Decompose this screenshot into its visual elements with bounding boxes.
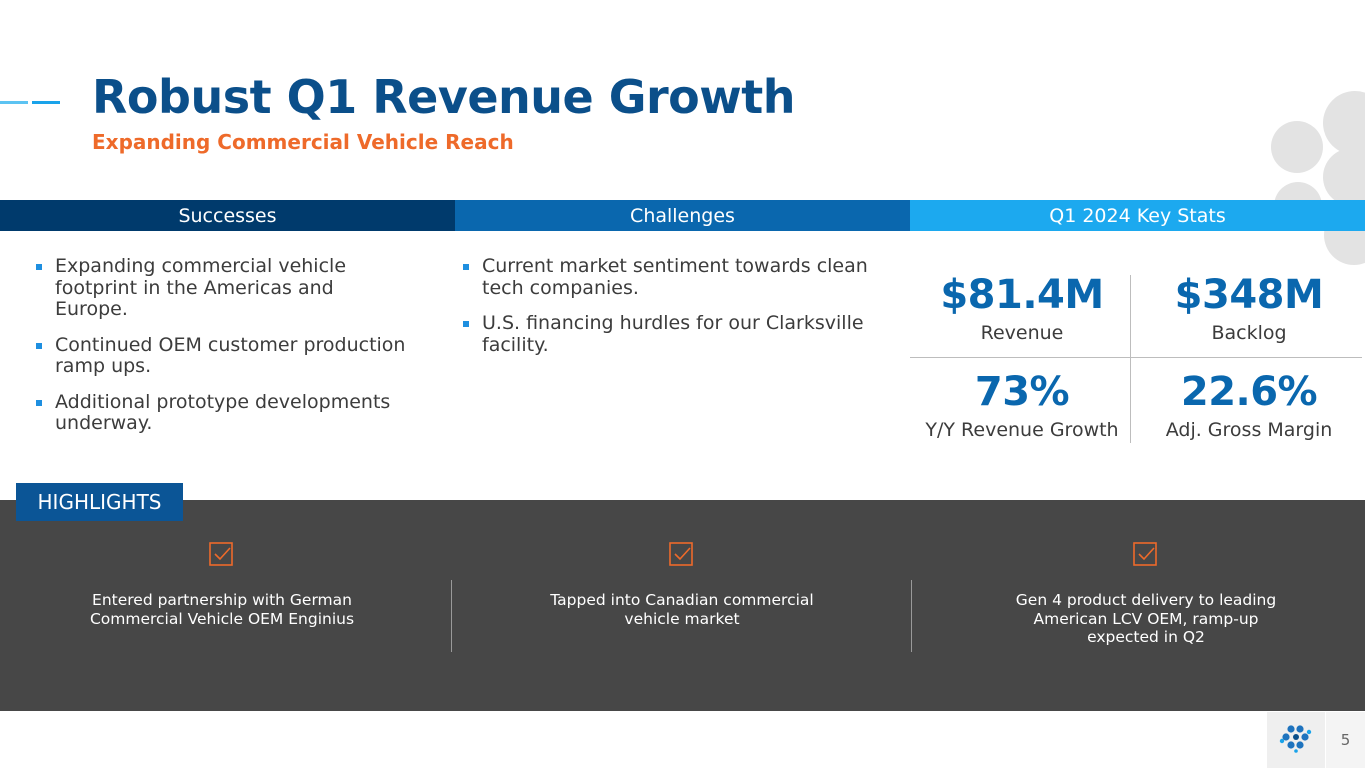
decorative-circle	[1323, 148, 1365, 206]
stat-value: 73%	[974, 369, 1070, 415]
successes-list: Expanding commercial vehicle footprint i…	[36, 255, 406, 449]
highlight-item: Gen 4 product delivery to leading Americ…	[996, 540, 1296, 647]
highlight-text: Tapped into Canadian commercial vehicle …	[550, 591, 814, 628]
challenges-item-text: U.S. financing hurdles for our Clarksvil…	[482, 312, 864, 356]
company-logo	[1267, 712, 1325, 768]
highlight-divider	[911, 580, 912, 652]
stat-label: Adj. Gross Margin	[1165, 419, 1333, 441]
stat-label: Revenue	[980, 322, 1064, 344]
stat-value: 22.6%	[1180, 369, 1318, 415]
stat-backlog: $348M Backlog	[1133, 272, 1365, 345]
stat-label: Y/Y Revenue Growth	[925, 419, 1119, 441]
list-item: Additional prototype developments underw…	[36, 390, 406, 435]
bullet-square-icon	[463, 264, 469, 270]
challenges-header: Challenges	[455, 200, 910, 231]
page-title: Robust Q1 Revenue Growth	[92, 70, 796, 124]
highlight-item: Tapped into Canadian commercial vehicle …	[532, 540, 832, 628]
key-stats-header: Q1 2024 Key Stats	[910, 200, 1365, 231]
successes-item-text: Expanding commercial vehicle footprint i…	[55, 255, 347, 320]
highlight-item: Entered partnership with German Commerci…	[72, 540, 372, 628]
highlights-band	[0, 500, 1365, 711]
bullet-square-icon	[463, 321, 469, 327]
successes-header: Successes	[0, 200, 455, 231]
stat-revenue: $81.4M Revenue	[912, 272, 1132, 345]
highlights-tag: HIGHLIGHTS	[16, 483, 183, 521]
list-item: Expanding commercial vehicle footprint i…	[36, 255, 406, 321]
highlight-text: Entered partnership with German Commerci…	[89, 591, 355, 628]
stats-divider-vertical	[1130, 275, 1131, 443]
page-number: 5	[1326, 712, 1365, 768]
logo-dots-icon	[1279, 725, 1312, 753]
stat-value: $81.4M	[940, 272, 1104, 318]
challenges-item-text: Current market sentiment towards clean t…	[482, 255, 868, 299]
check-box-icon	[209, 542, 233, 566]
check-box-icon	[669, 542, 693, 566]
stat-gross-margin: 22.6% Adj. Gross Margin	[1133, 369, 1365, 442]
list-item: U.S. financing hurdles for our Clarksvil…	[463, 312, 883, 356]
page-subtitle: Expanding Commercial Vehicle Reach	[92, 130, 514, 154]
list-item: Continued OEM customer production ramp u…	[36, 333, 406, 378]
highlight-text: Gen 4 product delivery to leading Americ…	[1015, 591, 1277, 646]
highlight-divider	[451, 580, 452, 652]
bullet-square-icon	[36, 399, 42, 406]
successes-item-text: Additional prototype developments underw…	[55, 390, 391, 434]
stat-value: $348M	[1174, 272, 1324, 318]
bullet-square-icon	[36, 342, 42, 349]
bullet-square-icon	[36, 264, 42, 270]
list-item: Current market sentiment towards clean t…	[463, 255, 883, 299]
stat-label: Backlog	[1211, 322, 1287, 344]
challenges-list: Current market sentiment towards clean t…	[463, 255, 883, 370]
check-box-icon	[1133, 542, 1157, 566]
title-accent-bar	[0, 101, 60, 104]
stat-revenue-growth: 73% Y/Y Revenue Growth	[912, 369, 1132, 442]
decorative-circle	[1271, 121, 1323, 173]
stats-divider-horizontal	[910, 357, 1362, 358]
decorative-circle	[1323, 91, 1365, 155]
successes-item-text: Continued OEM customer production ramp u…	[55, 333, 406, 377]
